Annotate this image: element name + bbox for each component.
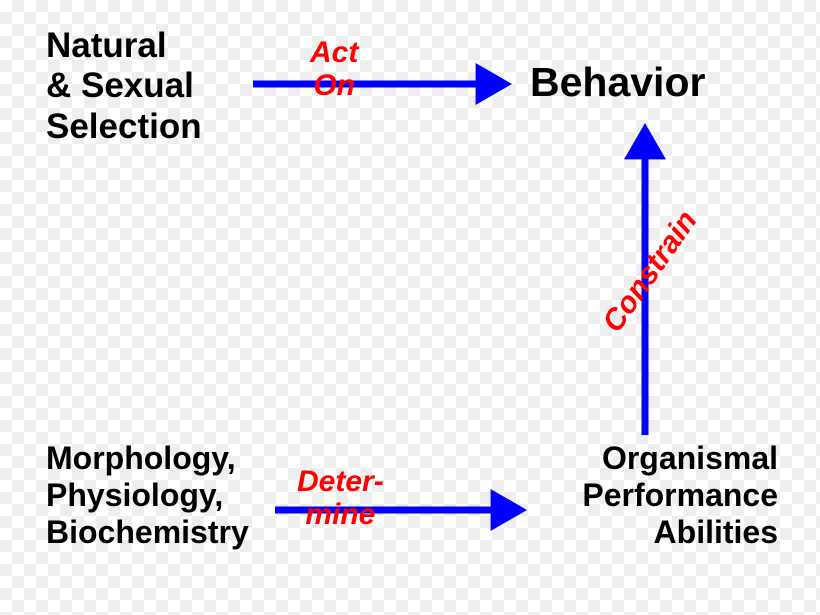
node-selection-line-0: Natural (46, 26, 167, 65)
edge-determine-label-0: Deter- (297, 465, 384, 498)
edge-act-on-label-0: Act (310, 36, 358, 69)
edge-determine-label-1: mine (305, 498, 375, 531)
node-organismal-line-2: Abilities (654, 514, 778, 550)
node-organismal-line-0: Organismal (602, 440, 778, 476)
node-organismal-line-1: Performance (582, 477, 778, 513)
edge-act-on-label: Act On (310, 36, 358, 102)
node-behavior-line-0: Behavior (530, 59, 705, 105)
node-selection: Natural & Sexual Selection (46, 26, 202, 147)
edge-act-on-label-1: On (313, 69, 355, 102)
node-morph-line-1: Physiology, (46, 477, 223, 513)
node-organismal: Organismal Performance Abilities (538, 440, 778, 550)
node-selection-line-2: Selection (46, 107, 202, 146)
node-morph: Morphology, Physiology, Biochemistry (46, 440, 249, 550)
node-morph-line-0: Morphology, (46, 440, 236, 476)
edge-determine-label: Deter- mine (297, 465, 384, 531)
node-selection-line-1: & Sexual (46, 66, 194, 105)
node-morph-line-2: Biochemistry (46, 514, 249, 550)
node-behavior: Behavior (530, 59, 705, 106)
